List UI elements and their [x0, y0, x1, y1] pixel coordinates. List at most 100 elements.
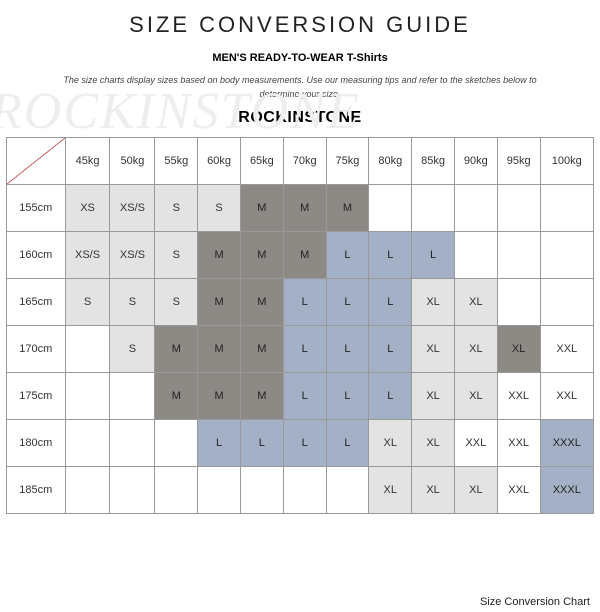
size-cell: XL [412, 373, 455, 420]
size-cell [283, 467, 326, 514]
size-cell: XL [412, 420, 455, 467]
table-row: 160cmXS/SXS/SSMMMLLL [7, 232, 594, 279]
brand-name: ROCKINSTONE [0, 109, 600, 127]
col-header: 50kg [110, 138, 155, 185]
size-cell: L [326, 326, 369, 373]
col-header: 80kg [369, 138, 412, 185]
size-cell: M [198, 279, 241, 326]
size-cell: L [326, 279, 369, 326]
col-header: 95kg [497, 138, 540, 185]
size-cell: L [283, 420, 326, 467]
row-header: 170cm [7, 326, 66, 373]
size-cell: L [369, 279, 412, 326]
size-cell: S [65, 279, 110, 326]
size-cell: L [326, 373, 369, 420]
size-cell [497, 279, 540, 326]
size-cell [65, 420, 110, 467]
size-cell [326, 467, 369, 514]
note-text: The size charts display sizes based on b… [0, 74, 600, 101]
size-cell: XXL [540, 326, 593, 373]
size-cell [198, 467, 241, 514]
size-cell: XXXL [540, 420, 593, 467]
size-cell: XL [497, 326, 540, 373]
size-cell: M [240, 373, 283, 420]
size-cell [155, 467, 198, 514]
size-cell [65, 467, 110, 514]
size-cell: S [155, 185, 198, 232]
size-cell [540, 279, 593, 326]
size-cell: L [369, 373, 412, 420]
size-table: 45kg50kg55kg60kg65kg70kg75kg80kg85kg90kg… [6, 137, 594, 514]
size-cell: XS/S [65, 232, 110, 279]
size-cell: L [326, 232, 369, 279]
size-cell: L [369, 232, 412, 279]
size-cell: S [110, 279, 155, 326]
size-cell: XXL [497, 373, 540, 420]
col-header: 55kg [155, 138, 198, 185]
size-cell: L [240, 420, 283, 467]
table-header-row: 45kg50kg55kg60kg65kg70kg75kg80kg85kg90kg… [7, 138, 594, 185]
col-header: 60kg [198, 138, 241, 185]
size-cell: L [369, 326, 412, 373]
size-cell: M [326, 185, 369, 232]
table-row: 180cmLLLLXLXLXXLXXLXXXL [7, 420, 594, 467]
size-cell: XXL [497, 420, 540, 467]
size-cell: XL [369, 467, 412, 514]
col-header: 75kg [326, 138, 369, 185]
size-cell [412, 185, 455, 232]
size-cell: XXL [454, 420, 497, 467]
size-cell: XXXL [540, 467, 593, 514]
subtitle: MEN'S READY-TO-WEAR T-Shirts [0, 52, 600, 64]
size-cell: XL [412, 326, 455, 373]
size-cell: XS/S [110, 185, 155, 232]
size-cell [65, 326, 110, 373]
row-header: 165cm [7, 279, 66, 326]
size-cell [110, 373, 155, 420]
size-cell [497, 232, 540, 279]
page-title: SIZE CONVERSION GUIDE [0, 12, 600, 38]
col-header: 85kg [412, 138, 455, 185]
size-cell: L [412, 232, 455, 279]
size-cell: L [198, 420, 241, 467]
size-cell: S [110, 326, 155, 373]
size-cell [540, 185, 593, 232]
size-cell: L [283, 326, 326, 373]
row-header: 175cm [7, 373, 66, 420]
row-header: 160cm [7, 232, 66, 279]
table-row: 185cmXLXLXLXXLXXXL [7, 467, 594, 514]
size-cell: M [198, 373, 241, 420]
size-cell: XL [369, 420, 412, 467]
size-cell: XXL [540, 373, 593, 420]
subtitle-prefix: MEN'S READY-TO-WEAR [212, 52, 346, 64]
table-row: 165cmSSSMMLLLXLXL [7, 279, 594, 326]
col-header: 65kg [240, 138, 283, 185]
row-header: 180cm [7, 420, 66, 467]
col-header: 100kg [540, 138, 593, 185]
size-cell [65, 373, 110, 420]
size-cell: S [155, 232, 198, 279]
col-header: 45kg [65, 138, 110, 185]
size-cell: S [155, 279, 198, 326]
size-cell: M [240, 185, 283, 232]
size-cell: M [240, 232, 283, 279]
table-row: 175cmMMMLLLXLXLXXLXXL [7, 373, 594, 420]
size-table-wrap: 45kg50kg55kg60kg65kg70kg75kg80kg85kg90kg… [0, 137, 600, 514]
size-cell: XL [412, 467, 455, 514]
size-cell: XS/S [110, 232, 155, 279]
size-cell [110, 467, 155, 514]
col-header: 90kg [454, 138, 497, 185]
size-cell: M [283, 232, 326, 279]
size-cell [454, 232, 497, 279]
size-cell [540, 232, 593, 279]
size-cell: XL [454, 373, 497, 420]
size-cell: M [240, 279, 283, 326]
size-cell: M [155, 373, 198, 420]
size-cell: XL [454, 326, 497, 373]
size-cell: XS [65, 185, 110, 232]
size-cell: L [283, 279, 326, 326]
size-cell: XL [412, 279, 455, 326]
subtitle-bold: T-Shirts [347, 52, 388, 64]
size-cell [369, 185, 412, 232]
size-cell [497, 185, 540, 232]
col-header: 70kg [283, 138, 326, 185]
